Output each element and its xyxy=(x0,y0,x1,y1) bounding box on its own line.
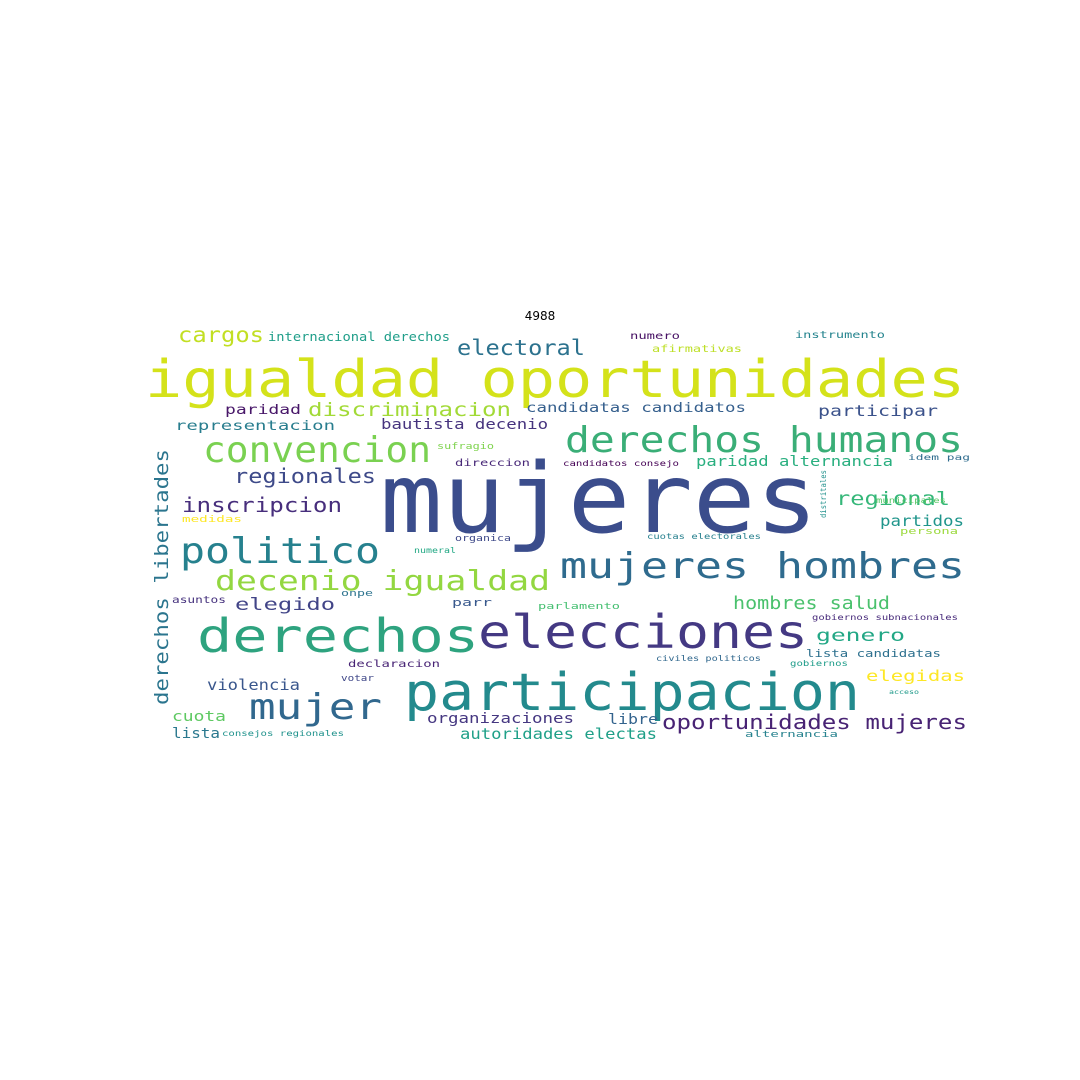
word-persona: persona xyxy=(900,527,958,537)
word-distritales: distritales xyxy=(819,470,828,518)
word-elegidas: elegidas xyxy=(866,667,965,685)
word-cuota: cuota xyxy=(172,709,226,725)
word-parr: parr xyxy=(452,596,493,609)
word-oportunidades-mujeres: oportunidades mujeres xyxy=(662,710,967,734)
word-afirmativas: afirmativas xyxy=(652,344,742,355)
word-derechos: derechos xyxy=(197,609,479,663)
word-asuntos: asuntos xyxy=(172,595,226,606)
word-parlamento: parlamento xyxy=(538,602,620,612)
word-electoral: electoral xyxy=(457,336,585,360)
word-representacion: representacion xyxy=(175,419,335,434)
word-violencia: violencia xyxy=(207,676,300,694)
word-municipales: municipales xyxy=(876,496,946,505)
word-paridad-alternancia: paridad alternancia xyxy=(696,454,893,470)
word-derechos-humanos: derechos humanos xyxy=(565,420,963,461)
word-bautista-decenio: bautista decenio xyxy=(381,417,548,433)
word-lista: lista xyxy=(172,726,220,742)
word-lista-candidatas: lista candidatas xyxy=(806,647,941,660)
word-gobiernos-subnacionales: gobiernos subnacionales xyxy=(812,613,958,622)
word-partidos: partidos xyxy=(880,512,964,530)
word-igualdad-oportunidades: igualdad oportunidades xyxy=(145,350,965,410)
word-candidatas-candidatos: candidatas candidatos xyxy=(526,401,746,416)
word-cargos: cargos xyxy=(178,323,264,347)
word-inscripcion: inscripcion xyxy=(182,493,342,517)
word-mujer: mujer xyxy=(249,687,382,728)
word-elegido: elegido xyxy=(235,595,335,615)
word-paridad: paridad xyxy=(225,403,301,418)
word-hombres-salud: hombres salud xyxy=(733,593,890,614)
word-libre: libre xyxy=(608,712,658,728)
word-regionales: regionales xyxy=(234,464,376,488)
word-mujeres-hombres: mujeres hombres xyxy=(560,546,965,587)
word-decenio-igualdad: decenio igualdad xyxy=(215,564,550,597)
word-participar: participar xyxy=(818,402,938,420)
word-sufragio: sufragio xyxy=(437,442,494,452)
word-acceso: acceso xyxy=(889,689,920,696)
word-autoridades-electas: autoridades electas xyxy=(460,725,657,743)
word-cloud-title: 4988 xyxy=(524,309,556,323)
word-organica: organica xyxy=(455,534,511,544)
word-instrumento: instrumento xyxy=(795,330,885,341)
word-idem-pag: idem pag xyxy=(908,453,970,462)
word-internacional-derechos: internacional derechos xyxy=(268,330,450,344)
word-direccion: direccion xyxy=(455,458,530,469)
word-regional: regional xyxy=(836,488,950,510)
word-votar: votar xyxy=(341,674,375,684)
word-candidatos-consejo: candidatos consejo xyxy=(563,459,679,468)
word-onpe: onpe xyxy=(341,589,373,599)
word-gobiernos: gobiernos xyxy=(790,659,848,668)
word-organizaciones: organizaciones xyxy=(427,711,574,727)
word-civiles-politicos: civiles politicos xyxy=(656,654,761,663)
word-mujeres: mujeres xyxy=(380,443,818,555)
word-consejos-regionales: consejos regionales xyxy=(222,729,344,738)
word-genero: genero xyxy=(816,626,905,646)
word-convencion: convencion xyxy=(203,430,431,471)
word-numero: numero xyxy=(630,331,680,342)
word-derechos-libertades: derechos libertades xyxy=(151,449,173,705)
word-numeral: numeral xyxy=(414,546,456,555)
word-medidas: medidas xyxy=(182,515,242,525)
word-alternancia: alternancia xyxy=(745,730,838,740)
word-declaracion: declaracion xyxy=(348,659,440,670)
word-discriminacion: discriminacion xyxy=(308,399,511,421)
word-cuotas-electorales: cuotas electorales xyxy=(647,532,761,541)
word-politico: politico xyxy=(180,531,380,572)
word-participacion: participacion xyxy=(404,663,860,723)
word-elecciones: elecciones xyxy=(478,605,808,659)
